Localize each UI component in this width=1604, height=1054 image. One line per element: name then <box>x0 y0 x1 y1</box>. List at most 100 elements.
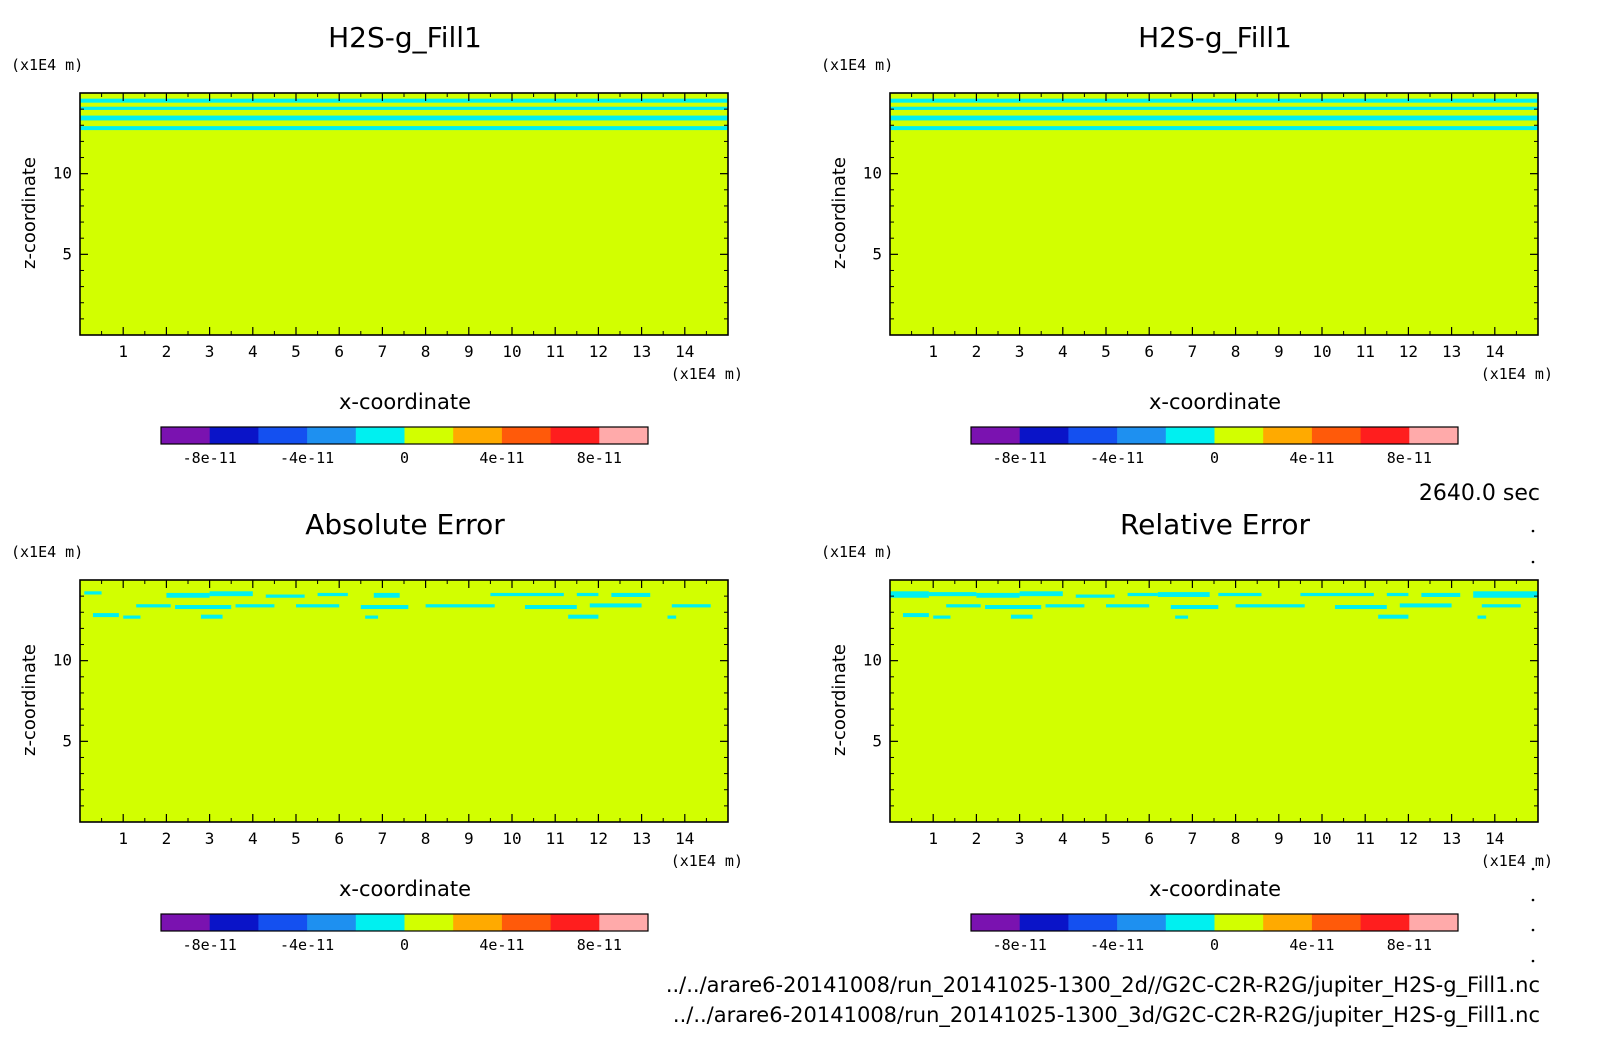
x-tick-label: 14 <box>1485 829 1504 848</box>
contour-step <box>563 124 728 127</box>
colorbar-tick-label: -8e-11 <box>183 936 237 954</box>
x-tick-label: 1 <box>928 342 938 361</box>
colorbar-segment <box>1214 427 1264 444</box>
panel-title: H2S-g_Fill1 <box>1138 21 1292 54</box>
colorbar-tick-label: -8e-11 <box>993 449 1047 467</box>
panel-title: Relative Error <box>1120 508 1311 541</box>
contour-step <box>1373 124 1538 127</box>
colorbar-segment <box>1019 427 1069 444</box>
x-tick-label: 5 <box>1101 829 1111 848</box>
error-patch <box>200 614 223 619</box>
colorbar-segment <box>1311 427 1362 444</box>
error-patch <box>1175 615 1189 619</box>
x-tick-label: 10 <box>1312 829 1331 848</box>
x-tick-label: 3 <box>1015 829 1025 848</box>
colorbar-segment <box>1117 914 1167 931</box>
error-patch <box>490 592 564 597</box>
x-unit-label: (x1E4 m) <box>1481 852 1553 870</box>
colorbar-segment <box>1360 914 1410 931</box>
z-axis-label: z-coordinate <box>19 644 40 756</box>
colorbar-tick-label: 0 <box>400 936 409 954</box>
colorbar-segment <box>550 427 600 444</box>
colorbar-segment <box>161 914 211 931</box>
x-tick-label: 11 <box>1356 829 1375 848</box>
x-tick-label: 7 <box>378 829 388 848</box>
error-patch <box>166 592 210 598</box>
contour-band <box>80 126 728 131</box>
colorbar-segment <box>971 427 1021 444</box>
colorbar-tick-label: 8e-11 <box>577 449 622 467</box>
colorbar-tick-label: 8e-11 <box>1387 449 1432 467</box>
x-tick-label: 9 <box>1274 342 1284 361</box>
error-patch <box>1300 592 1374 597</box>
x-tick-label: 9 <box>1274 829 1284 848</box>
colorbar-segment <box>1409 914 1459 931</box>
time-label: 2640.0 sec <box>1419 481 1540 506</box>
error-patch <box>1481 604 1521 608</box>
panel-title: Absolute Error <box>305 508 505 541</box>
file-path-2: ../../arare6-20141008/run_20141025-1300_… <box>673 1003 1540 1028</box>
error-patch <box>1473 591 1538 598</box>
z-tick-label: 5 <box>62 731 72 750</box>
colorbar-segment <box>501 427 552 444</box>
colorbar-frame <box>160 913 649 932</box>
z-unit-label: (x1E4 m) <box>821 543 893 561</box>
x-tick-label: 10 <box>502 342 521 361</box>
x-tick-label: 13 <box>1442 829 1461 848</box>
error-patch <box>235 604 275 608</box>
colorbar-tick-label: -4e-11 <box>280 449 334 467</box>
error-patch <box>1218 592 1262 597</box>
x-tick-label: 1 <box>118 829 128 848</box>
colorbar-tick-label: -4e-11 <box>1090 449 1144 467</box>
z-tick-label: 5 <box>872 731 882 750</box>
x-unit-label: (x1E4 m) <box>671 852 743 870</box>
colorbar-segment <box>1165 914 1215 931</box>
error-patch <box>576 592 599 597</box>
error-patch <box>524 605 577 610</box>
error-patch <box>890 591 929 598</box>
error-patch <box>1421 592 1461 597</box>
colorbar-tick-label: 8e-11 <box>577 936 622 954</box>
colorbar-tick-label: -8e-11 <box>183 449 237 467</box>
x-tick-label: 11 <box>546 342 565 361</box>
error-patch <box>1235 604 1305 608</box>
z-tick-label: 10 <box>53 164 72 183</box>
colorbar-tick-label: -8e-11 <box>993 936 1047 954</box>
x-tick-label: 8 <box>1231 829 1241 848</box>
panel-4: Relative Error(x1E4 m)(x1E4 m)1 2 3 4 5 6 7 8 9 1… <box>821 508 1553 954</box>
x-tick-label: 2 <box>972 342 982 361</box>
colorbar-segment <box>1068 914 1118 931</box>
colorbar-segment <box>258 914 308 931</box>
error-patch <box>373 592 400 598</box>
x-tick-label: 5 <box>291 342 301 361</box>
x-tick-label: 13 <box>632 342 651 361</box>
error-patch <box>1045 604 1085 608</box>
error-patch <box>1106 604 1150 608</box>
error-patch <box>360 605 409 610</box>
x-tick-label: 6 <box>1144 829 1154 848</box>
z-unit-label: (x1E4 m) <box>11 56 83 74</box>
colorbar-frame <box>160 426 649 445</box>
colorbar-segment <box>404 427 454 444</box>
z-tick-label: 10 <box>53 651 72 670</box>
colorbar-tick-label: 0 <box>400 449 409 467</box>
error-patch <box>1399 603 1452 608</box>
error-patch <box>667 615 677 619</box>
colorbar-frame <box>970 426 1459 445</box>
error-patch <box>1019 591 1063 597</box>
error-patch <box>1157 592 1210 597</box>
colorbar-segment <box>307 914 357 931</box>
x-tick-label: 7 <box>378 342 388 361</box>
error-patch <box>265 594 305 598</box>
x-unit-label: (x1E4 m) <box>671 365 743 383</box>
colorbar-segment <box>1214 914 1264 931</box>
colorbar-segment <box>1360 427 1410 444</box>
contour-band <box>890 98 1538 103</box>
error-patch <box>933 615 951 619</box>
z-tick-label: 10 <box>863 651 882 670</box>
plot-area <box>890 580 1538 822</box>
file-path-1: ../../arare6-20141008/run_20141025-1300_… <box>666 973 1540 998</box>
error-patch <box>1477 615 1487 619</box>
x-tick-label: 11 <box>546 829 565 848</box>
x-tick-label: 9 <box>464 829 474 848</box>
